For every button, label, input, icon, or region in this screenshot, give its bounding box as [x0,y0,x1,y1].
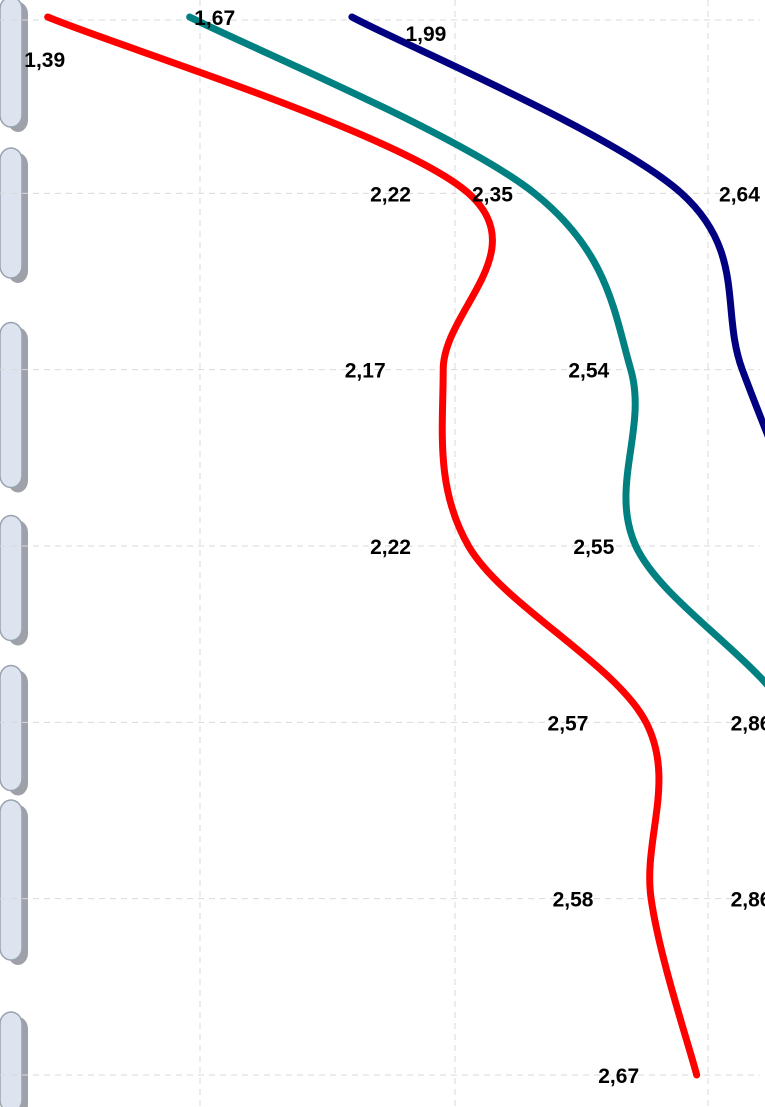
data-label: 2,86 [731,889,765,912]
data-label: 2,22 [370,183,411,206]
data-label: 2,55 [573,536,614,559]
category-tab [0,321,28,493]
data-label: 2,64 [719,183,760,206]
data-label: 2,22 [370,536,411,559]
category-tab [0,799,28,965]
category-tab [0,664,28,796]
series-line-2 [186,13,765,688]
series-line-1 [44,13,701,1079]
category-tab [0,0,28,132]
data-labels: 1,39 2,22 2,17 2,22 2,57 2,58 2,67 1,67 2,35 2,54… [24,7,765,1088]
data-label: 2,58 [553,889,594,912]
data-label: 1,99 [405,23,446,46]
category-tab [0,514,28,646]
series-line-3 [348,13,765,438]
category-tab [0,147,28,283]
data-label: 1,39 [24,49,65,72]
data-label: 2,86 [731,712,765,735]
data-label: 2,17 [345,360,386,383]
data-label: 2,67 [598,1065,639,1088]
data-label: 1,67 [194,7,235,30]
data-label: 2,54 [568,360,609,383]
data-label: 2,57 [548,712,589,735]
data-label: 2,35 [472,183,513,206]
category-axis-tabs [0,0,28,1107]
category-tab [0,1011,28,1107]
series-lines [44,13,765,1079]
